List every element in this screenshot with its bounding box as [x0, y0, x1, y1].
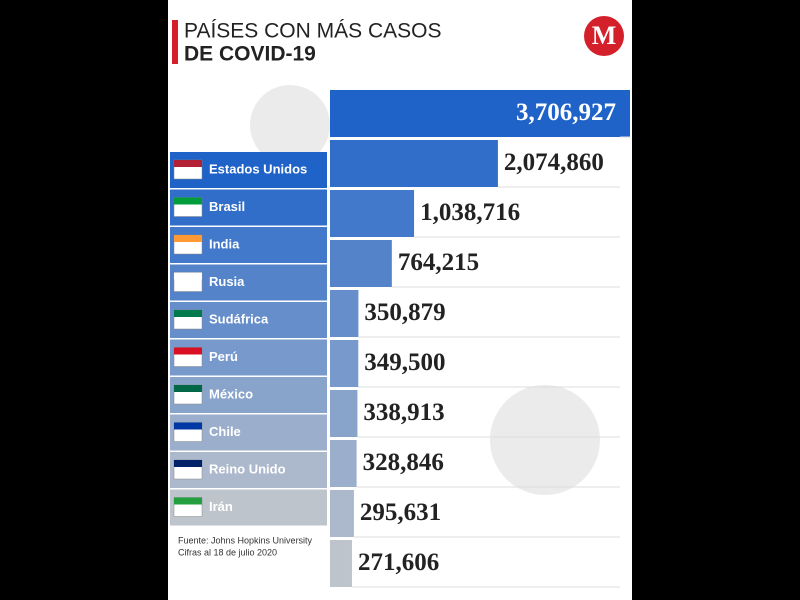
title-accent [172, 20, 178, 64]
category-label: México [209, 386, 253, 401]
flag-band [174, 272, 202, 280]
flag-band [174, 497, 202, 505]
category-label: Perú [209, 349, 238, 364]
bar [330, 190, 415, 237]
logo [584, 16, 624, 56]
category-label: Reino Unido [209, 461, 286, 476]
virus-icon [250, 85, 600, 495]
value-label: 349,500 [364, 349, 445, 376]
category-label: Rusia [209, 274, 245, 289]
category-label: Sudáfrica [209, 311, 269, 326]
flag-band [174, 385, 202, 392]
flag-band [174, 460, 202, 467]
flag-band [174, 160, 202, 167]
flag-band [174, 197, 202, 205]
value-label: 2,074,860 [504, 149, 604, 176]
category-label: India [209, 236, 240, 251]
flag-band [174, 310, 202, 317]
value-label: 328,846 [363, 449, 444, 476]
bar [330, 390, 358, 437]
bar [330, 140, 498, 187]
bar [330, 290, 359, 337]
category-label: Irán [209, 499, 233, 514]
category-label: Brasil [209, 199, 245, 214]
flag-band [174, 347, 202, 355]
value-label: 350,879 [364, 299, 445, 326]
source: Cifras al 18 de julio 2020 [178, 547, 277, 557]
value-label: 3,706,927 [516, 99, 616, 126]
source: Fuente: Johns Hopkins University [178, 535, 313, 545]
value-label: 338,913 [363, 399, 444, 426]
logo-text: M [592, 21, 617, 50]
flag-band [174, 235, 202, 242]
bar [330, 340, 359, 387]
category-label: Chile [209, 424, 241, 439]
value-label: 1,038,716 [420, 199, 520, 226]
flag-band [174, 422, 202, 430]
value-label: 295,631 [360, 499, 441, 526]
bar [330, 540, 352, 587]
bar [330, 240, 392, 287]
value-label: 271,606 [358, 549, 439, 576]
bar [330, 490, 354, 537]
bar [330, 440, 357, 487]
bar [330, 90, 630, 137]
chart-title: PAÍSES CON MÁS CASOS [184, 20, 442, 43]
value-label: 764,215 [398, 249, 479, 276]
chart-title: DE COVID-19 [184, 43, 316, 66]
category-label: Estados Unidos [209, 161, 307, 176]
